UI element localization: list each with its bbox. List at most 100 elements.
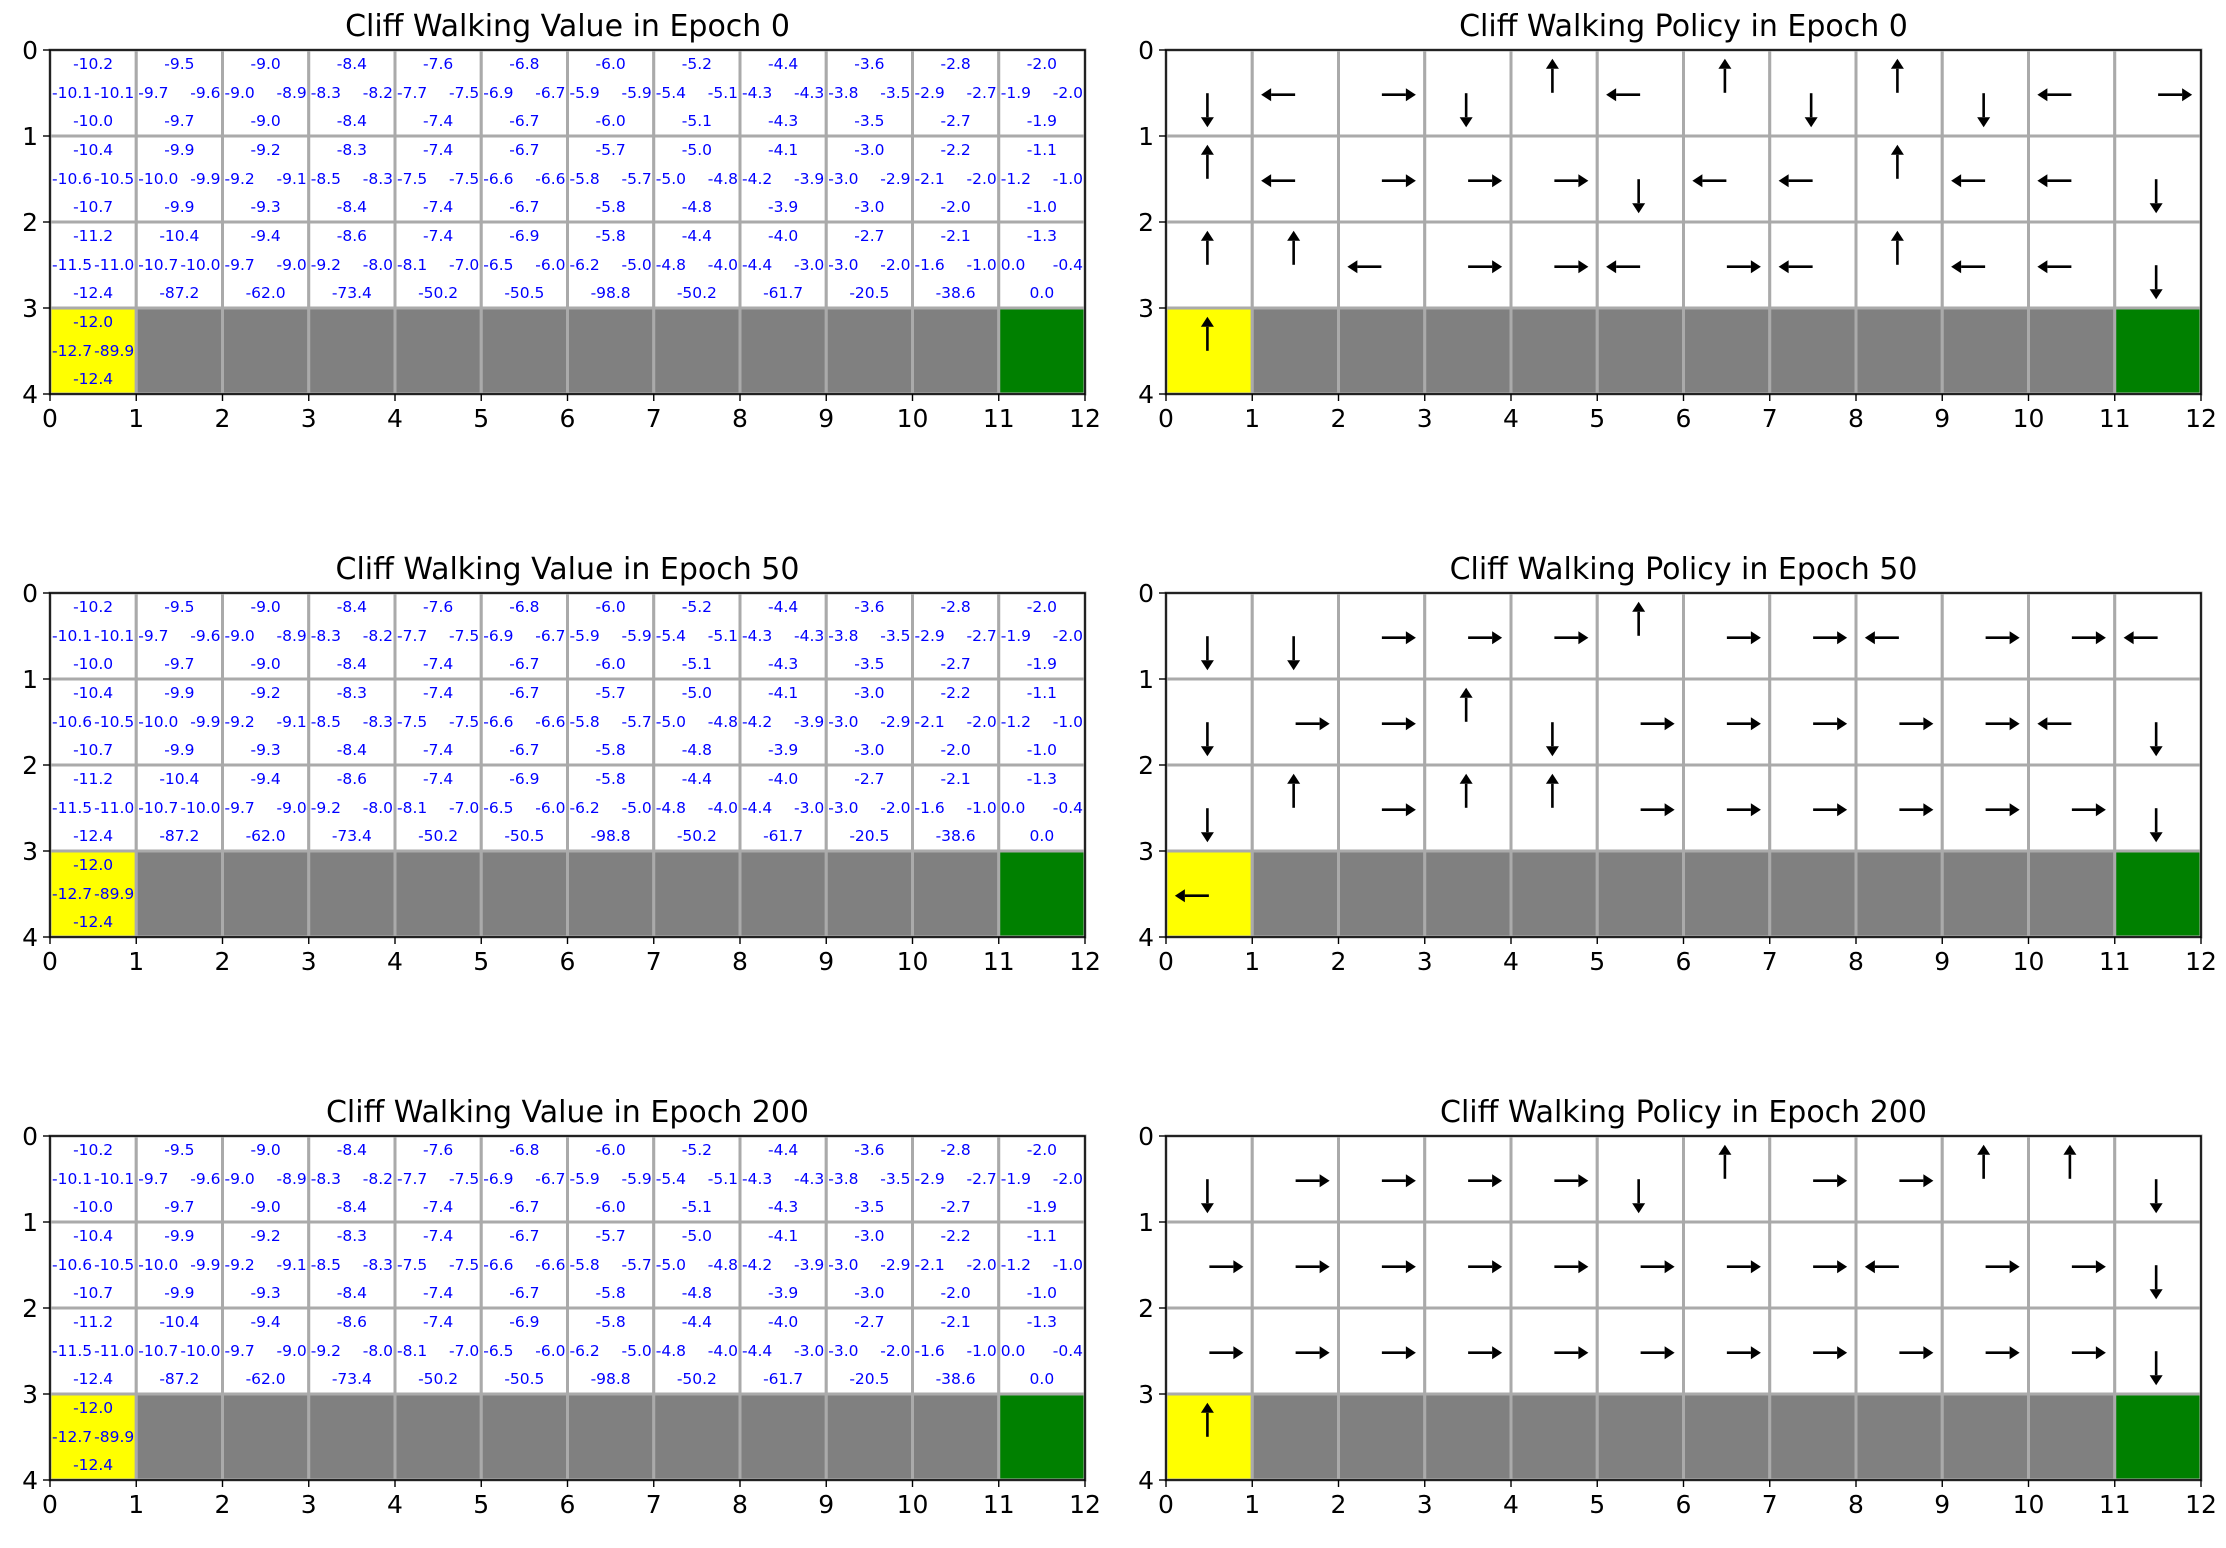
grid-cell	[48, 1306, 138, 1396]
q-value-right: -9.6	[190, 1170, 220, 1188]
y-tick-label: 1	[1138, 122, 1154, 151]
grid-cell	[1337, 677, 1427, 767]
q-value-left: -10.7	[138, 799, 178, 817]
policy-arrow-right	[1381, 174, 1416, 188]
cliff-cell	[1940, 849, 2030, 939]
cliff-cell	[911, 849, 1001, 939]
policy-arrow-down	[1632, 1179, 1646, 1214]
q-value-right: -4.8	[708, 713, 738, 731]
q-value-up: -11.2	[73, 227, 113, 245]
grid-cell	[393, 1306, 483, 1396]
policy-arrow-right	[1381, 1260, 1416, 1274]
x-tick-label: 10	[897, 947, 929, 976]
q-value-left: -9.7	[138, 84, 168, 102]
policy-arrow-up	[1200, 1402, 1214, 1437]
q-value-left: -1.6	[915, 256, 945, 274]
q-value-up: -3.0	[854, 141, 884, 159]
q-value-left: -5.8	[570, 713, 600, 731]
q-value-right: -2.0	[967, 170, 997, 188]
q-value-left: -8.5	[311, 170, 341, 188]
q-value-down: -2.7	[941, 655, 971, 673]
q-value-right: -3.5	[880, 627, 910, 645]
q-value-left: -8.1	[397, 799, 427, 817]
grid-cell	[738, 1220, 828, 1310]
x-tick-label: 6	[560, 1490, 576, 1519]
x-tick-label: 1	[128, 404, 144, 433]
q-value-down: -2.0	[941, 1284, 971, 1302]
q-value-right: -10.1	[94, 627, 134, 645]
policy-arrow-left	[1174, 889, 1209, 903]
q-value-right: -7.0	[449, 256, 479, 274]
q-value-up: -3.6	[854, 55, 884, 73]
q-value-left: -3.8	[828, 627, 858, 645]
policy-arrow-right	[1726, 1260, 1761, 1274]
q-value-down: -50.2	[677, 827, 717, 845]
y-tick-label: 0	[22, 1122, 38, 1151]
cliff-cell	[738, 849, 828, 939]
q-value-left: -7.7	[397, 84, 427, 102]
arrow-head	[1837, 1346, 1848, 1360]
grid-cell	[134, 763, 224, 853]
q-value-right: -4.3	[794, 1170, 824, 1188]
x-tick-label: 10	[2013, 947, 2045, 976]
cliff-cell	[1940, 306, 2030, 396]
cliff-cell	[1768, 849, 1858, 939]
q-value-right: -4.3	[794, 627, 824, 645]
q-value-left: -3.0	[828, 1342, 858, 1360]
q-value-down: -9.9	[164, 198, 194, 216]
x-tick-label: 9	[1934, 947, 1950, 976]
q-value-right: -10.1	[94, 1170, 134, 1188]
q-value-up: -5.0	[682, 141, 712, 159]
q-value-up: -8.6	[337, 770, 367, 788]
q-value-up: -5.7	[596, 141, 626, 159]
goal-cell	[2113, 849, 2203, 939]
arrow-head	[1664, 717, 1675, 731]
x-tick-label: 8	[732, 404, 748, 433]
arrow-head	[1200, 1203, 1214, 1214]
x-tick-label: 0	[42, 404, 58, 433]
arrow-head	[1492, 1260, 1503, 1274]
q-value-down: -10.0	[73, 655, 113, 673]
q-value-up: -10.4	[73, 684, 113, 702]
cliff-cell	[652, 306, 742, 396]
q-value-right: -2.9	[880, 1256, 910, 1274]
q-value-down: -9.3	[251, 1284, 281, 1302]
policy-arrow-right	[1295, 1346, 1330, 1360]
x-tick-label: 12	[1069, 404, 1101, 433]
x-tick-label: 12	[2185, 947, 2217, 976]
q-value-down: -6.7	[509, 655, 539, 673]
q-value-down: -2.7	[941, 112, 971, 130]
q-value-left: -7.7	[397, 627, 427, 645]
q-value-up: -2.7	[854, 1313, 884, 1331]
arrow-head	[1606, 260, 1617, 274]
arrow-head	[1287, 773, 1301, 784]
grid-cell	[393, 1220, 483, 1310]
policy-arrow-up	[1890, 230, 1904, 265]
q-value-up: -9.5	[164, 1141, 194, 1159]
policy-arrow-down	[1977, 93, 1991, 128]
cliff-cell	[479, 306, 569, 396]
q-value-down: -98.8	[591, 1370, 631, 1388]
x-tick-label: 2	[215, 404, 231, 433]
cliff-cell	[393, 306, 483, 396]
q-value-down: -38.6	[936, 827, 976, 845]
y-tick-label: 4	[22, 1466, 38, 1495]
q-value-left: -4.8	[656, 799, 686, 817]
q-value-up: -10.2	[73, 55, 113, 73]
q-value-up: -8.3	[337, 1227, 367, 1245]
q-value-up: -7.6	[423, 1141, 453, 1159]
arrow-head	[1492, 631, 1503, 645]
arrow-head	[1632, 601, 1646, 612]
x-tick-label: 12	[2185, 404, 2217, 433]
x-tick-label: 10	[897, 404, 929, 433]
cliff-cell	[652, 849, 742, 939]
policy-arrow-right	[1381, 1346, 1416, 1360]
policy-arrow-right	[1985, 631, 2020, 645]
cliff-cell	[911, 1392, 1001, 1482]
q-value-up: -2.0	[1027, 55, 1057, 73]
q-value-down: -1.0	[1027, 198, 1057, 216]
q-value-up: -1.3	[1027, 227, 1057, 245]
q-value-down: -5.8	[596, 198, 626, 216]
arrow-head	[2149, 1203, 2163, 1214]
grid-cell	[824, 1220, 914, 1310]
